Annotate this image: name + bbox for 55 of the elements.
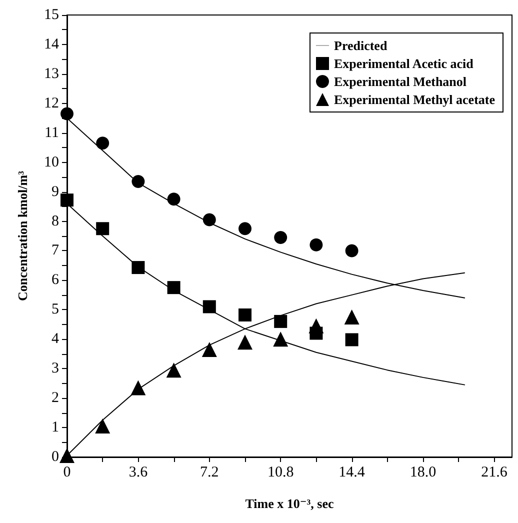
point [202, 342, 217, 357]
y-tick-label: 0 [52, 449, 59, 465]
point [132, 174, 145, 188]
point [166, 362, 182, 378]
x-tick-label: 10.8 [267, 464, 294, 480]
y-tick-label: 11 [44, 124, 59, 141]
point [130, 380, 146, 396]
point [96, 136, 110, 150]
y-tick-label: 10 [44, 154, 59, 170]
point [60, 448, 74, 464]
point [60, 194, 74, 207]
point [238, 308, 252, 322]
point [345, 333, 358, 346]
point [96, 222, 110, 236]
y-tick-label: 1 [52, 420, 59, 436]
x-tick-label: 18.0 [410, 464, 436, 480]
point [344, 310, 360, 325]
point [95, 418, 110, 434]
point [238, 334, 252, 350]
y-tick-label: 12 [44, 95, 59, 112]
point [202, 300, 216, 314]
point [202, 213, 216, 226]
legend-label: Experimental Acetic acid [334, 56, 474, 71]
y-tick-label: 7 [52, 242, 60, 259]
point [274, 230, 288, 244]
y-tick-label: 4 [52, 331, 60, 348]
point [60, 107, 74, 120]
point [238, 222, 252, 236]
y-tick-label: 2 [52, 390, 59, 406]
y-tick-label: 8 [52, 213, 59, 230]
x-tick-label: 7.2 [200, 464, 219, 480]
point [308, 318, 324, 334]
point [345, 244, 358, 258]
x-tick-label: 14.4 [338, 464, 366, 480]
point [132, 261, 145, 274]
y-tick-label: 14 [44, 36, 60, 52]
y-tick-label: 13 [44, 66, 59, 82]
point [167, 281, 180, 294]
point [273, 332, 288, 347]
point [274, 314, 288, 328]
y-tick-label: 3 [52, 360, 59, 377]
x-tick-label: 3.6 [128, 464, 148, 480]
point [310, 238, 323, 252]
y-tick-label: 15 [44, 7, 59, 23]
y-tick-label: 9 [52, 184, 59, 200]
legend-label: Experimental Methanol [334, 74, 467, 89]
y-tick-label: 6 [52, 272, 60, 288]
x-axis-title: Time x 10⁻³, sec [245, 496, 334, 511]
point [167, 192, 180, 206]
x-tick-label: 0 [63, 464, 71, 480]
y-tick-label: 5 [52, 302, 59, 318]
x-tick-label: 21.6 [481, 464, 508, 480]
legend-label: Experimental Methyl acetate [334, 92, 496, 107]
legend-label: Predicted [334, 38, 388, 53]
y-axis-title: Concentration kmol/m³ [15, 170, 30, 301]
